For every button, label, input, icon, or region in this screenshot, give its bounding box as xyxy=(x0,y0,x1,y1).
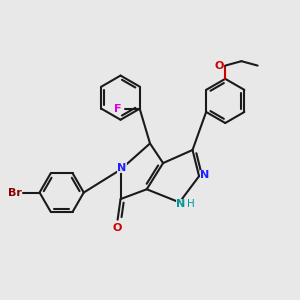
Text: N: N xyxy=(200,170,210,180)
Text: O: O xyxy=(113,223,122,233)
Text: N: N xyxy=(176,199,185,209)
Text: Br: Br xyxy=(8,188,22,197)
Text: H: H xyxy=(187,199,194,209)
Text: N: N xyxy=(117,163,127,173)
Text: O: O xyxy=(214,61,224,70)
Text: F: F xyxy=(114,104,121,114)
